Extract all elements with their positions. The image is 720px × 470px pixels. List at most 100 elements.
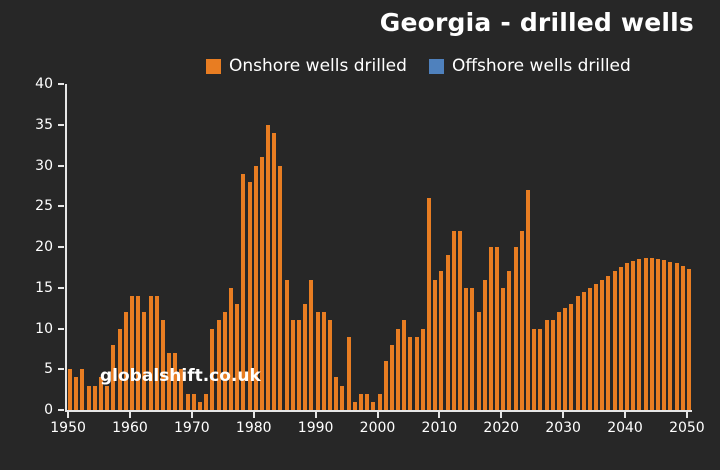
x-tick-mark [500,412,503,418]
bar-onshore-2045 [655,259,660,410]
bar-onshore-1967 [173,352,178,410]
y-tick-label-10: 10 [35,320,53,337]
bar-onshore-1968 [179,369,184,410]
bar-onshore-1991 [321,312,326,410]
bar-onshore-2017 [482,279,487,410]
x-tick-mark [67,412,70,418]
x-tick-mark [376,412,379,418]
bar-onshore-1983 [272,132,277,410]
watermark: globalshift.co.uk [100,366,261,386]
bar-onshore-1963 [148,295,153,410]
bar-onshore-2049 [680,265,685,410]
bar-onshore-2032 [575,295,580,410]
bar-onshore-1993 [334,377,339,410]
bar-onshore-2039 [618,267,623,410]
bar-onshore-2034 [587,287,592,410]
bar-onshore-1971 [198,401,203,410]
bar-onshore-1950 [68,369,73,410]
x-tick-label-2020: 2020 [483,420,520,436]
bar-onshore-1990 [315,312,320,410]
y-tick-label-5: 5 [44,361,53,378]
bar-onshore-2005 [408,336,413,410]
bar-onshore-1989 [309,279,314,410]
bar-onshore-1956 [105,385,110,410]
y-tick-mark [58,368,64,371]
x-tick-mark [624,412,627,418]
bar-onshore-2020 [501,287,506,410]
bar-onshore-2026 [538,328,543,410]
bar-onshore-1954 [92,385,97,410]
bar-onshore-2011 [445,255,450,410]
bar-onshore-1958 [117,328,122,410]
bar-onshore-1960 [129,295,134,410]
bar-onshore-2009 [433,279,438,410]
bar-onshore-1994 [340,385,345,410]
legend-item-offshore: Offshore wells drilled [428,56,631,76]
bar-onshore-2036 [600,279,605,410]
bar-onshore-1952 [80,369,85,410]
chart-title: Georgia - drilled wells [379,8,694,37]
bar-onshore-1986 [290,320,295,410]
y-tick-mark [58,83,64,85]
bar-onshore-2040 [625,263,630,410]
bar-onshore-2031 [569,304,574,410]
y-tick-label-0: 0 [44,402,53,418]
bar-onshore-1976 [228,287,233,410]
y-tick-mark [58,286,64,289]
x-tick-label-1970: 1970 [174,420,210,436]
y-tick-label-30: 30 [35,157,53,174]
bar-onshore-2044 [649,258,654,410]
bar-onshore-2023 [519,230,524,410]
bar-onshore-2000 [377,393,382,410]
bar-onshore-2029 [556,312,561,410]
bar-onshore-1997 [358,393,363,410]
bar-onshore-2027 [544,320,549,410]
y-tick-label-20: 20 [35,239,53,255]
bar-onshore-1961 [136,295,141,410]
bar-onshore-2046 [662,260,667,410]
bar-onshore-2007 [420,328,425,410]
bar-onshore-2003 [396,328,401,410]
bar-onshore-2033 [581,291,586,410]
bar-onshore-1979 [247,181,252,410]
bar-onshore-1957 [111,344,116,410]
y-tick-mark [58,327,64,330]
bar-onshore-2010 [439,271,444,410]
bar-onshore-2016 [476,312,481,410]
bar-onshore-2021 [507,271,512,410]
x-tick-mark [128,412,131,418]
bar-onshore-2048 [674,263,679,410]
x-tick-mark [438,412,441,418]
bar-onshore-1999 [371,401,376,410]
x-tick-mark [685,412,688,418]
x-tick-label-1980: 1980 [235,420,272,436]
y-tick-label-25: 25 [35,198,53,215]
y-tick-label-35: 35 [35,116,53,133]
y-tick-mark [58,123,64,126]
x-tick-mark [190,412,193,418]
y-tick-mark [58,164,64,167]
chart-legend: Onshore wells drilled Offshore wells dri… [206,56,631,76]
bar-onshore-1969 [185,393,190,410]
bar-onshore-2006 [414,336,419,410]
bar-onshore-1977 [235,304,240,410]
bar-onshore-2025 [532,328,537,410]
bar-onshore-1982 [266,124,271,410]
bar-onshore-2001 [383,361,388,410]
legend-label-onshore: Onshore wells drilled [229,56,407,76]
bar-onshore-2030 [563,308,568,410]
bar-onshore-1975 [222,312,227,410]
bar-onshore-1995 [346,336,351,410]
y-tick-mark [58,409,64,411]
x-tick-label-1960: 1960 [112,420,148,436]
bar-onshore-2035 [594,283,599,410]
y-tick-label-40: 40 [35,76,53,92]
bar-onshore-1965 [160,320,165,410]
bar-onshore-2004 [402,320,407,410]
bar-onshore-1998 [365,393,370,410]
bar-onshore-2012 [451,230,456,410]
y-tick-mark [58,246,64,248]
bar-onshore-2002 [389,344,394,410]
x-tick-label-2010: 2010 [421,420,458,436]
